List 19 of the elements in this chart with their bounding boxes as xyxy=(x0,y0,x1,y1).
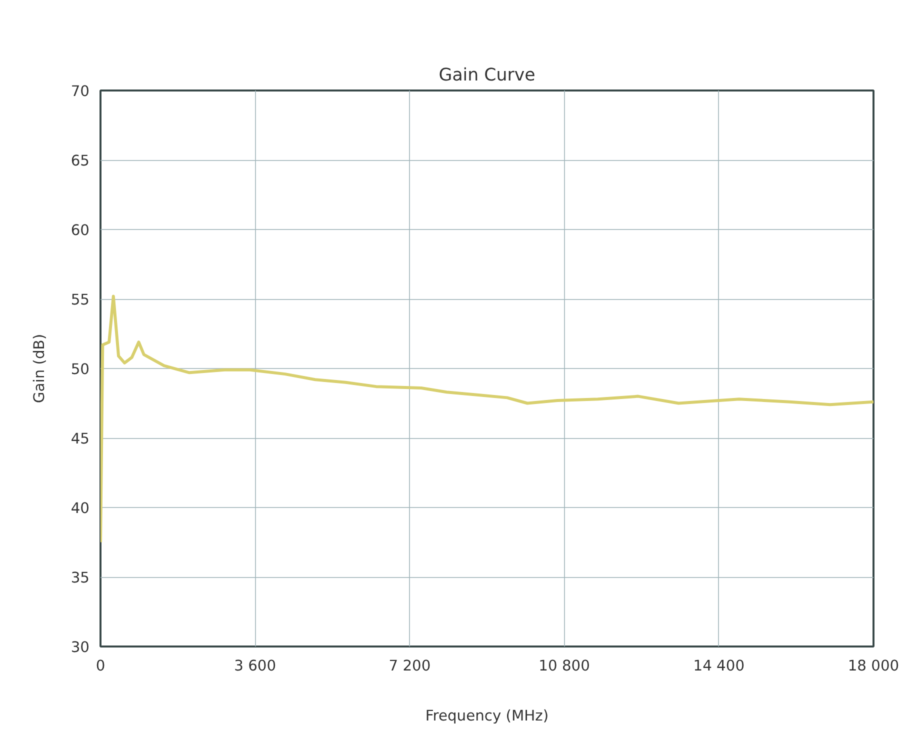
x-tick-label: 14 400 xyxy=(693,658,745,674)
x-tick-label: 10 800 xyxy=(538,658,590,674)
x-axis-title: Frequency (MHz) xyxy=(425,708,549,724)
y-tick-label: 35 xyxy=(70,570,90,586)
x-tick-label: 7 200 xyxy=(388,658,431,674)
x-tick-label: 0 xyxy=(96,658,106,674)
y-tick-label: 55 xyxy=(70,292,90,308)
chart-title: Gain Curve xyxy=(438,66,536,86)
y-tick-label: 45 xyxy=(70,430,90,448)
line-series xyxy=(100,294,874,544)
y-tick-label: 40 xyxy=(70,500,90,517)
y-tick-label: 30 xyxy=(70,639,90,656)
y-tick-label: 65 xyxy=(70,152,90,170)
x-tick-label: 18 000 xyxy=(848,658,900,674)
y-tick-label: 70 xyxy=(70,83,90,100)
y-tick-label: 50 xyxy=(70,361,90,378)
x-tick-label: 3 600 xyxy=(234,658,276,674)
y-axis-title: Gain (dB) xyxy=(30,334,48,404)
y-tick-label: 60 xyxy=(70,222,90,239)
